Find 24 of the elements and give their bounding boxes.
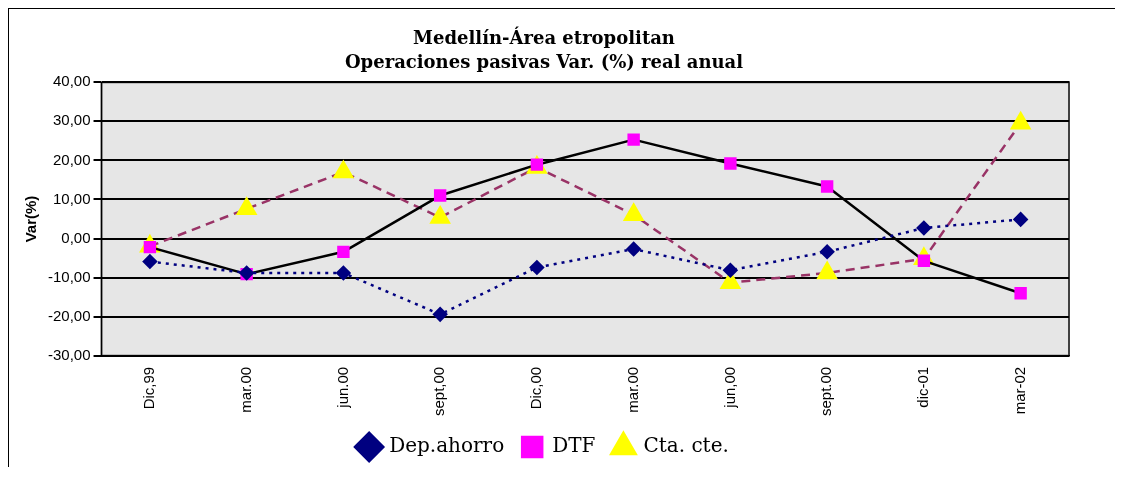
x-tick-label: mar.00 xyxy=(623,366,641,413)
y-tick-label: 10,00 xyxy=(52,189,91,207)
y-tick-label: -30,00 xyxy=(47,345,91,363)
legend-label: Dep.ahorro xyxy=(389,433,505,458)
x-tick-label: jun.00 xyxy=(333,366,351,409)
x-tick-label: sept,00 xyxy=(430,366,448,417)
y-tick-label: -10,00 xyxy=(47,267,91,285)
chart-title: Medellín-Área etropolitan xyxy=(413,26,675,49)
y-tick-label: 30,00 xyxy=(52,111,91,129)
x-tick-label: mar-02 xyxy=(1010,366,1028,415)
chart-subtitle: Operaciones pasivas Var. (%) real anual xyxy=(344,51,744,73)
x-tick-label: sept.00 xyxy=(817,366,835,417)
y-tick-label: 40,00 xyxy=(52,72,91,90)
y-tick-label: 0,00 xyxy=(61,228,91,246)
x-tick-label: Dic,99 xyxy=(140,366,158,410)
x-tick-label: Dic,00 xyxy=(527,366,545,410)
y-tick-label: -20,00 xyxy=(47,306,91,324)
y-tick-label: 20,00 xyxy=(52,150,91,168)
legend-label: Cta. cte. xyxy=(643,433,729,458)
x-tick-label: mar.00 xyxy=(236,366,254,413)
y-axis-title: Var(%) xyxy=(22,195,40,243)
x-tick-label: jun,00 xyxy=(720,366,738,409)
legend-label: DTF xyxy=(552,433,596,458)
x-tick-label: dic-01 xyxy=(914,366,932,408)
